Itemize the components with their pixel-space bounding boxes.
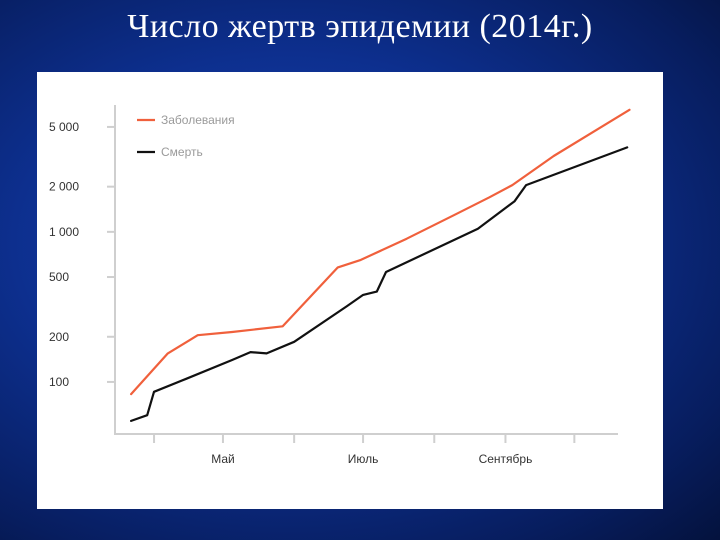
legend: Заболевания Смерть <box>137 113 235 159</box>
y-tick-label: 5 000 <box>49 120 79 134</box>
chart-panel: 100 200 500 1 000 2 000 5 000 Май Июль Сентябрь… <box>37 72 663 509</box>
slide-title: Число жертв эпидемии (2014г.) <box>127 8 593 45</box>
legend-label: Заболевания <box>161 113 235 127</box>
series-line-cases <box>129 108 631 396</box>
series-layer <box>129 108 631 422</box>
series-line-deaths <box>129 146 629 422</box>
y-axis-ticks: 100 200 500 1 000 2 000 5 000 <box>49 120 115 389</box>
y-tick-label: 500 <box>49 270 69 284</box>
y-tick-label: 2 000 <box>49 180 79 194</box>
x-axis-ticks: Май Июль Сентябрь <box>153 434 576 466</box>
line-chart: 100 200 500 1 000 2 000 5 000 Май Июль Сентябрь… <box>49 105 631 466</box>
y-tick-label: 1 000 <box>49 225 79 239</box>
y-tick-label: 100 <box>49 375 69 389</box>
x-tick-label: Май <box>211 452 235 466</box>
x-tick-label: Сентябрь <box>479 452 533 466</box>
y-tick-label: 200 <box>49 330 69 344</box>
x-tick-label: Июль <box>348 452 379 466</box>
legend-label: Смерть <box>161 145 203 159</box>
